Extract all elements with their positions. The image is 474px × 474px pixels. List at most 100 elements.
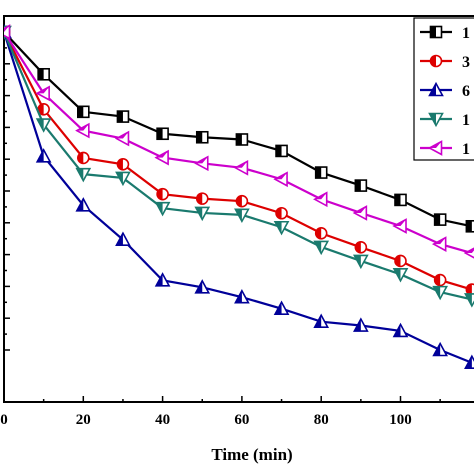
data-point (353, 317, 369, 332)
marker-fill (117, 111, 123, 123)
data-point (431, 236, 447, 252)
marker-fill (429, 83, 436, 96)
x-tick-label: 40 (155, 412, 170, 428)
marker-fill (355, 241, 361, 253)
marker-fill (430, 26, 436, 38)
legend-label: 1 (462, 25, 470, 42)
series-3 (4, 23, 474, 370)
data-point (195, 192, 209, 205)
x-tick-label: 60 (234, 412, 249, 428)
data-point (114, 130, 130, 147)
data-point (35, 85, 50, 102)
data-point (156, 187, 169, 201)
marker-fill (38, 68, 44, 80)
data-point (234, 289, 250, 304)
marker-fill (354, 255, 361, 268)
data-point (194, 206, 211, 222)
marker-fill (76, 168, 84, 181)
x-axis-label: Time (min) (211, 445, 292, 464)
data-point (116, 110, 130, 123)
data-point (273, 300, 290, 315)
data-point (37, 67, 50, 81)
marker-fill (314, 192, 327, 200)
legend-label: 1 (462, 141, 470, 158)
data-point (314, 166, 328, 179)
data-point (115, 171, 131, 187)
marker-fill (37, 86, 50, 94)
marker-fill (157, 128, 163, 140)
legend: 1 3 6 1 1 (413, 17, 474, 161)
legend-entry: 1 (420, 112, 470, 129)
marker-fill (236, 133, 242, 145)
data-point (233, 159, 249, 176)
marker-fill (429, 113, 436, 126)
legend-entry: 1 (420, 25, 470, 42)
data-point (154, 272, 171, 287)
marker-fill (236, 195, 242, 207)
data-point (463, 247, 474, 259)
x-tick-label: 20 (76, 412, 91, 428)
marker-fill (235, 161, 248, 168)
marker-fill (77, 152, 84, 164)
data-point (37, 102, 50, 116)
plot-area (4, 23, 474, 370)
data-point (354, 179, 368, 192)
data-point (235, 133, 249, 146)
marker-outline (463, 247, 474, 259)
data-point (464, 354, 474, 370)
series-2 (4, 25, 474, 296)
legend-entry: 3 (420, 54, 470, 71)
data-point (432, 341, 448, 357)
marker-fill (156, 273, 163, 286)
data-point (195, 130, 209, 144)
data-point (464, 293, 474, 308)
data-point (275, 144, 288, 158)
marker-fill (465, 248, 474, 254)
marker-fill (275, 172, 288, 180)
marker-fill (77, 106, 84, 118)
marker-fill (196, 131, 203, 143)
marker-fill (395, 255, 401, 267)
marker-fill (276, 145, 282, 157)
marker-fill (37, 149, 44, 162)
data-point (273, 220, 290, 236)
marker-fill (466, 220, 472, 232)
marker-fill (314, 241, 322, 254)
marker-fill (354, 206, 367, 213)
data-point (428, 112, 444, 128)
data-point (394, 193, 407, 207)
marker-fill (429, 141, 442, 148)
data-point (75, 167, 92, 183)
data-point (394, 254, 407, 268)
series-1 (4, 25, 474, 233)
marker-fill (37, 119, 44, 132)
marker-fill (156, 202, 163, 215)
marker-fill (4, 25, 10, 32)
data-point (75, 197, 92, 212)
marker-fill (117, 158, 123, 170)
marker-fill (315, 167, 322, 179)
data-point (156, 127, 169, 141)
data-point (354, 240, 368, 254)
data-point (429, 54, 443, 68)
marker-fill (314, 315, 322, 328)
marker-fill (465, 293, 472, 306)
marker-fill (275, 302, 282, 315)
data-point (234, 208, 250, 224)
marker-fill (354, 319, 361, 332)
marker-fill (355, 180, 361, 192)
marker-fill (116, 132, 129, 139)
data-point (313, 240, 330, 256)
marker-fill (394, 268, 401, 281)
legend-label: 1 (462, 112, 470, 129)
data-point (429, 25, 443, 39)
data-point (194, 279, 211, 294)
marker-fill (76, 198, 84, 211)
marker-fill (195, 207, 203, 220)
x-tick-label: 80 (314, 412, 329, 428)
marker-fill (156, 151, 169, 158)
data-point (465, 219, 474, 233)
data-point (75, 122, 90, 139)
marker-fill (394, 219, 406, 226)
